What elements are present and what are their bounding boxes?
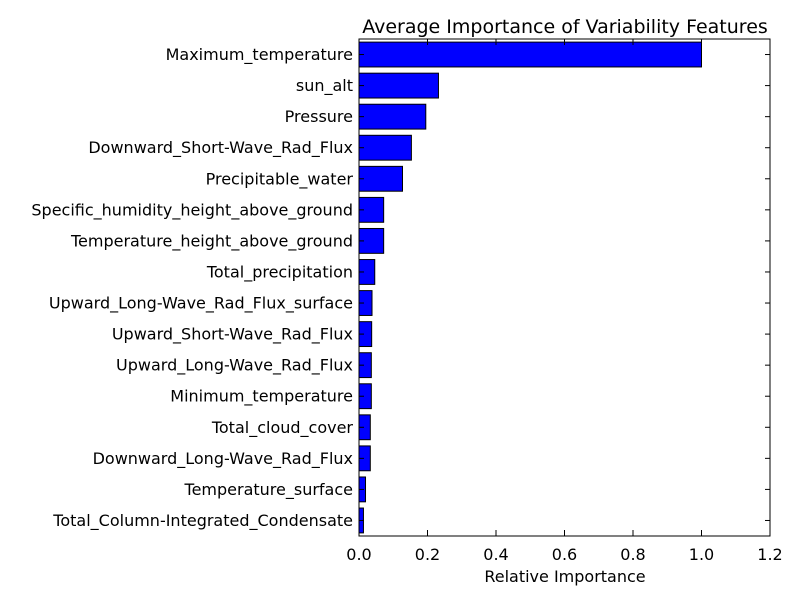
y-tick-label: Downward_Long-Wave_Rad_Flux xyxy=(93,449,353,469)
bar xyxy=(358,41,702,68)
chart-title: Average Importance of Variability Featur… xyxy=(362,16,768,38)
y-tick-label: Upward_Short-Wave_Rad_Flux xyxy=(112,325,353,345)
x-tick-label: 0.0 xyxy=(346,545,371,564)
axes-layer: Maximum_temperature sun_alt Pressure Downwa… xyxy=(31,38,783,564)
y-tick-label: sun_alt xyxy=(296,76,353,96)
y-tick-label: Specific_humidity_height_above_ground xyxy=(31,200,353,220)
x-tick-label: 0.8 xyxy=(620,545,645,564)
y-tick-label: Pressure xyxy=(285,107,353,126)
x-tick-label: 0.6 xyxy=(552,545,577,564)
y-tick-label: Temperature_surface xyxy=(184,480,353,500)
bar xyxy=(358,134,412,161)
bar xyxy=(358,165,403,192)
bar xyxy=(358,103,427,130)
x-tick-label: 1.0 xyxy=(689,545,714,564)
x-tick-label: 1.2 xyxy=(757,545,782,564)
bar xyxy=(358,72,439,99)
x-tick-label: 0.2 xyxy=(415,545,440,564)
y-tick-label: Temperature_height_above_ground xyxy=(70,231,353,251)
y-tick-label: Total_cloud_cover xyxy=(211,418,354,438)
y-tick-label: Precipitable_water xyxy=(206,169,354,189)
y-tick-label: Maximum_temperature xyxy=(166,45,353,65)
y-tick-label: Total_precipitation xyxy=(206,262,353,282)
y-tick-label: Upward_Long-Wave_Rad_Flux_surface xyxy=(49,294,353,314)
bars-layer xyxy=(358,41,702,534)
y-tick-label: Total_Column-Integrated_Condensate xyxy=(52,511,353,531)
y-tick-label: Minimum_temperature xyxy=(170,387,353,407)
y-tick-label: Upward_Long-Wave_Rad_Flux xyxy=(116,356,353,376)
x-axis-title: Relative Importance xyxy=(484,567,645,586)
x-tick-label: 0.4 xyxy=(483,545,508,564)
y-tick-label: Downward_Short-Wave_Rad_Flux xyxy=(88,138,353,158)
